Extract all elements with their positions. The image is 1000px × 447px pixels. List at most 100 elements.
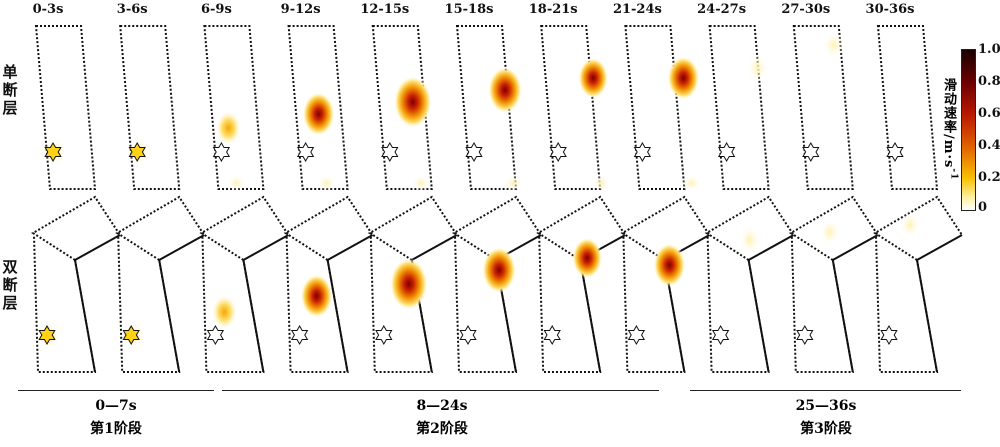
slip-patch (667, 56, 700, 100)
fault-junction-line (158, 234, 205, 261)
single-fault-panel (119, 25, 181, 190)
main-fault-outline (706, 235, 770, 373)
hypocenter-star-icon (465, 142, 483, 162)
hypocenter-star-icon (44, 142, 62, 162)
colorbar-tick-2: 0.8 (978, 74, 1000, 89)
single-fault-panel (540, 25, 602, 190)
hypocenter-star-icon (122, 325, 140, 345)
stage-3-time: 25—36s (795, 398, 857, 414)
stage-2-name: 第2阶段 (416, 421, 468, 437)
branch-fault-outline (31, 195, 121, 261)
branch-fault-outline (704, 195, 795, 261)
single-fault-panel (203, 25, 265, 190)
hypocenter-star-icon (886, 142, 904, 162)
slip-patch (738, 225, 761, 255)
slip-patch (410, 175, 431, 191)
slip-patch (823, 30, 845, 60)
slip-patch (300, 274, 333, 318)
slip-patch (482, 246, 516, 294)
fault-junction-line (242, 234, 289, 261)
colorbar-tick-3: 0.6 (978, 106, 1000, 121)
time-label: 18-21s (528, 2, 578, 17)
stage-3-line (690, 390, 961, 391)
main-fault-outline (790, 235, 854, 373)
main-fault-solid-edge (158, 259, 181, 373)
hypocenter-star-icon (627, 325, 646, 345)
slip-patch (746, 53, 769, 83)
slip-patch (681, 175, 702, 191)
hypocenter-star-icon (633, 142, 652, 162)
main-fault-solid-edge (579, 259, 602, 373)
main-fault-solid-edge (916, 259, 938, 373)
main-fault-solid-edge (326, 259, 349, 373)
branch-fault-outline (199, 195, 290, 261)
fault-junction-line (327, 234, 374, 261)
row-label-double: 双 断 层 (2, 258, 18, 312)
single-fault-panel (34, 25, 97, 190)
time-label: 15-18s (444, 2, 494, 17)
fault-junction-line (411, 234, 458, 261)
colorbar-tick-4: 0.4 (978, 138, 1000, 153)
fault-junction-line (916, 234, 963, 261)
hypocenter-star-icon (459, 325, 477, 345)
slip-patch (503, 175, 523, 191)
hypocenter-star-icon (717, 142, 736, 162)
slip-patch (591, 175, 612, 191)
main-fault-outline (117, 235, 181, 373)
main-fault-solid-edge (242, 259, 265, 373)
slip-patch (578, 57, 609, 99)
branch-fault-outline (536, 195, 627, 261)
branch-fault-outline (788, 195, 879, 261)
slip-patch (572, 237, 603, 279)
hypocenter-star-icon (381, 142, 399, 162)
slip-patch (900, 211, 920, 239)
main-fault-outline (875, 235, 939, 373)
branch-fault-outline (283, 195, 374, 261)
time-label: 27-30s (781, 2, 831, 17)
slip-patch (653, 243, 686, 287)
hypocenter-star-icon (212, 142, 231, 162)
single-fault-panel (792, 25, 854, 190)
slip-patch (819, 217, 841, 247)
slip-patch (211, 294, 238, 330)
fault-junction-line (748, 234, 795, 261)
hypocenter-star-icon (206, 325, 225, 345)
time-label: 12-15s (360, 2, 410, 17)
main-fault-solid-edge (74, 259, 96, 373)
row-label-single: 单 断 层 (2, 63, 18, 117)
slip-patch (316, 175, 337, 191)
hypocenter-star-icon (549, 142, 567, 162)
branch-fault-outline (115, 195, 206, 261)
branch-fault-outline (367, 195, 458, 261)
fault-junction-line (832, 234, 879, 261)
slip-patch (389, 258, 428, 310)
main-fault-solid-edge (831, 259, 854, 373)
time-label: 9-12s (280, 2, 321, 17)
colorbar-title: 滑动速率/m·s-1 (941, 78, 959, 181)
main-fault-outline (33, 235, 97, 373)
stage-1-time: 0—7s (95, 398, 137, 414)
hypocenter-star-icon (802, 142, 820, 162)
stage-1-name: 第1阶段 (90, 421, 142, 437)
hypocenter-star-icon (880, 325, 898, 345)
colorbar-tick-6: 0 (978, 200, 988, 215)
hypocenter-star-icon (296, 142, 315, 162)
single-fault-panel (287, 25, 349, 190)
single-fault-panel (624, 25, 686, 190)
hypocenter-star-icon (543, 325, 561, 345)
slip-patch (302, 92, 335, 136)
hypocenter-star-icon (290, 325, 309, 345)
time-label: 3-6s (116, 2, 148, 17)
time-label: 24-27s (697, 2, 747, 17)
hypocenter-star-icon (375, 325, 393, 345)
slip-patch (393, 76, 432, 128)
stage-2-time: 8—24s (416, 398, 468, 414)
hypocenter-star-icon (711, 325, 730, 345)
branch-fault-outline (452, 195, 542, 261)
time-label: 21-24s (612, 2, 662, 17)
slip-patch (488, 66, 522, 114)
hypocenter-star-icon (128, 142, 146, 162)
time-label: 30-36s (865, 2, 915, 17)
